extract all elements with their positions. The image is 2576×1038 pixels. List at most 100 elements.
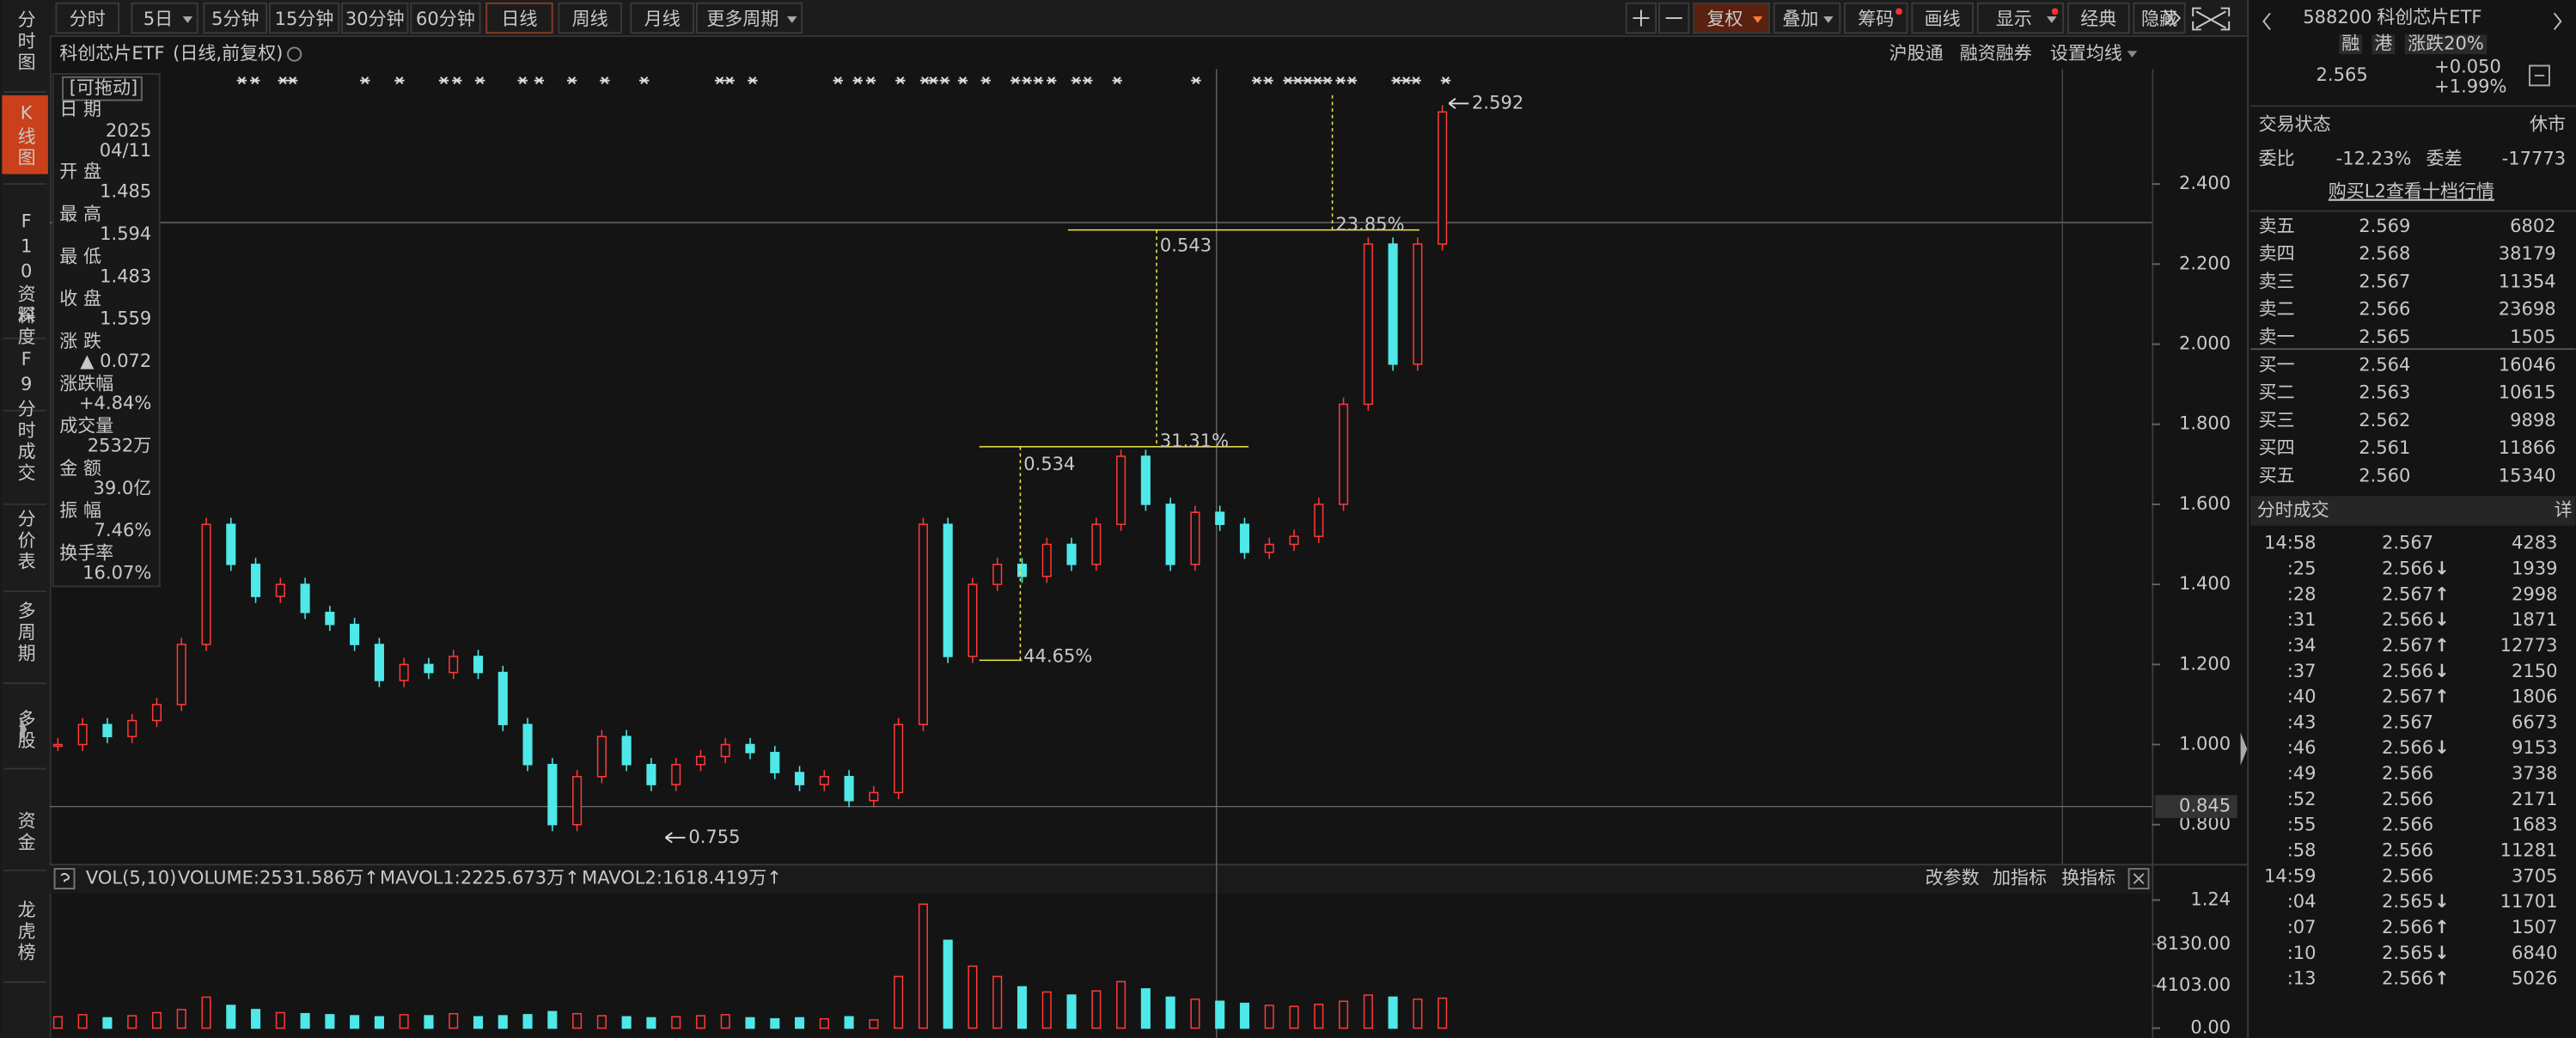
sidebar-tab[interactable]: F10资料 [15,211,37,327]
period-label[interactable]: 15分钟 [275,8,334,29]
event-marker[interactable] [1322,76,1333,85]
close-button[interactable] [2127,868,2150,890]
tool-button[interactable] [2066,2,2130,34]
period-label[interactable]: 周线 [572,8,608,29]
event-marker[interactable] [895,76,906,85]
tool-button[interactable] [1976,2,2065,34]
event-marker[interactable] [1391,76,1401,85]
zoom-out[interactable] [1658,2,1690,34]
tool-label[interactable]: 筹码 [1858,8,1894,29]
collapse-button[interactable] [2529,64,2550,87]
event-marker[interactable] [1440,76,1451,85]
sidebar-tab[interactable]: K线图 [15,102,37,170]
trades-detail[interactable]: 详 [2555,498,2573,520]
period-button[interactable] [558,2,622,34]
event-marker[interactable] [287,76,298,85]
sidebar-tab[interactable]: 多周期 [15,601,37,666]
event-marker[interactable] [852,76,863,85]
period-button[interactable] [341,2,409,34]
sidebar-tab[interactable]: 深度F9 [15,306,37,398]
event-marker[interactable] [1411,76,1421,85]
event-marker[interactable] [600,76,610,85]
tool-label[interactable]: 经典 [2080,8,2116,29]
event-marker[interactable] [534,76,545,85]
event-marker[interactable] [980,76,992,85]
l2-link[interactable]: 购买L2查看十档行情 [2329,180,2494,202]
event-marker[interactable] [278,76,288,85]
tool-button[interactable] [1911,2,1975,34]
period-label[interactable]: 月线 [644,8,681,29]
event-marker[interactable] [517,76,528,85]
event-marker[interactable] [360,76,370,85]
nav-right[interactable] [2553,12,2562,31]
event-marker[interactable] [474,76,485,85]
indicator-tool[interactable]: 加指标 [1993,867,2047,888]
period-button[interactable] [410,2,481,34]
header-link[interactable]: 融资融券 [1960,42,2032,64]
event-marker[interactable] [1083,76,1093,85]
event-marker[interactable] [1112,76,1122,85]
help-button[interactable] [53,868,76,890]
tool-label[interactable]: 画线 [1925,8,1961,29]
panel-toggle[interactable] [20,716,27,742]
header-link[interactable]: 沪股通 [1889,42,1944,64]
period-label[interactable]: 分时 [70,8,106,29]
event-marker[interactable] [865,76,876,85]
sidebar-tab[interactable]: 多股 [15,710,37,753]
event-marker[interactable] [249,76,260,85]
event-marker[interactable] [1401,76,1412,85]
header-link[interactable]: 设置均线 [2050,42,2122,64]
tool-button[interactable] [1773,2,1841,34]
period-button[interactable] [485,2,553,34]
event-marker[interactable] [1010,76,1021,85]
sidebar-tab[interactable]: 资金 [15,811,37,854]
event-marker[interactable] [452,76,462,85]
period-label[interactable]: 日线 [501,8,537,29]
period-button[interactable] [131,2,198,34]
event-marker[interactable] [1047,76,1057,85]
period-button[interactable] [55,2,120,34]
event-marker[interactable] [1303,76,1313,85]
event-marker[interactable] [1263,76,1273,85]
event-marker[interactable] [566,76,577,85]
period-button[interactable] [695,2,803,34]
event-marker[interactable] [939,76,950,85]
period-label[interactable]: 30分钟 [345,8,405,29]
event-marker[interactable] [1022,76,1032,85]
event-marker[interactable] [748,76,758,85]
event-marker[interactable] [1346,76,1358,85]
sidebar-tab[interactable]: 分时图 [15,9,37,74]
period-label[interactable]: 5分钟 [211,8,259,29]
event-marker[interactable] [1191,76,1201,85]
period-button[interactable] [203,2,268,34]
event-marker[interactable] [1283,76,1293,85]
indicator-tool[interactable]: 改参数 [1926,867,1980,888]
zoom-in[interactable] [1625,2,1657,34]
period-button[interactable] [630,2,695,34]
settings-icon[interactable] [287,46,302,62]
panel-toggle[interactable] [2240,732,2248,766]
tool-label[interactable]: 复权 [1706,8,1743,29]
indicator-tool[interactable]: 换指标 [2061,867,2115,888]
expand-icon[interactable] [2192,7,2231,31]
event-marker[interactable] [1335,76,1346,85]
nav-left[interactable] [2262,12,2271,31]
event-marker[interactable] [957,76,968,85]
sidebar-tab[interactable]: 龙虎榜 [15,900,37,964]
event-marker[interactable] [1033,76,1044,85]
event-marker[interactable] [724,76,735,85]
event-marker[interactable] [928,76,938,85]
event-marker[interactable] [1312,76,1323,85]
tool-label[interactable]: 叠加 [1782,8,1818,29]
event-marker[interactable] [833,76,844,85]
period-label[interactable]: 更多周期 [706,8,778,29]
event-marker[interactable] [1251,76,1262,85]
event-marker[interactable] [394,76,405,85]
event-marker[interactable] [438,76,449,85]
event-marker[interactable] [714,76,725,85]
tool-button[interactable] [2133,2,2186,34]
sidebar-tab[interactable]: 分价表 [15,510,37,574]
tool-button[interactable] [1844,2,1908,34]
sidebar-tab[interactable]: 分时成交 [15,399,37,484]
event-marker[interactable] [638,76,650,85]
